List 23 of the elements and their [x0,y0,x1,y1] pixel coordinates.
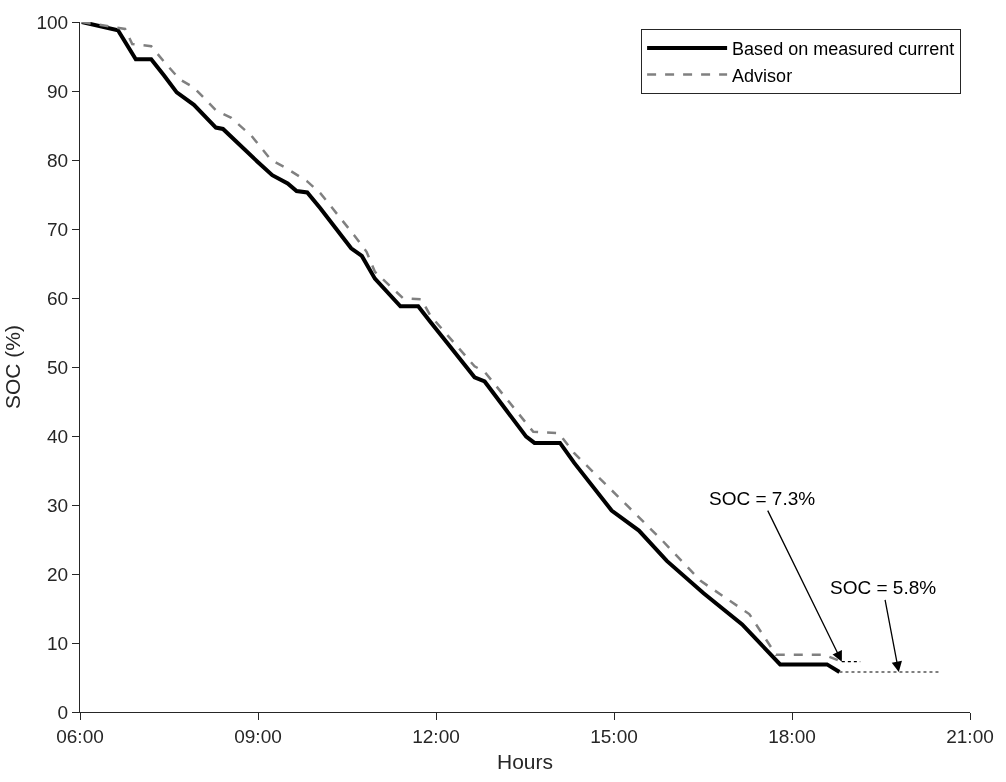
y-tick-label: 0 [57,701,69,723]
y-tick-label: 50 [46,356,69,378]
x-tick-label: 09:00 [234,725,282,747]
y-tick-label: 40 [46,425,69,447]
x-tick-label: 15:00 [590,725,638,747]
x-axis-title: Hours [496,750,554,774]
x-tick-label: 12:00 [412,725,460,747]
y-tick-label: 60 [46,287,69,309]
y-tick-label: 70 [46,218,69,240]
legend-label: Advisor [732,65,793,86]
y-tick-label: 100 [36,11,69,33]
x-tick-label: 21:00 [946,725,994,747]
legend-label: Based on measured current [732,39,955,60]
y-tick-label: 30 [46,494,69,516]
annotation: SOC = 5.8% [830,577,937,598]
x-tick-label: 18:00 [768,725,816,747]
y-tick-label: 90 [46,80,69,102]
y-tick-label: 20 [46,563,69,585]
y-tick-label: 80 [46,149,69,171]
annotation: SOC = 7.3% [709,488,816,509]
y-tick-label: 10 [46,632,69,654]
x-tick-label: 06:00 [56,725,104,747]
y-axis-title: SOC (%) [0,325,24,409]
